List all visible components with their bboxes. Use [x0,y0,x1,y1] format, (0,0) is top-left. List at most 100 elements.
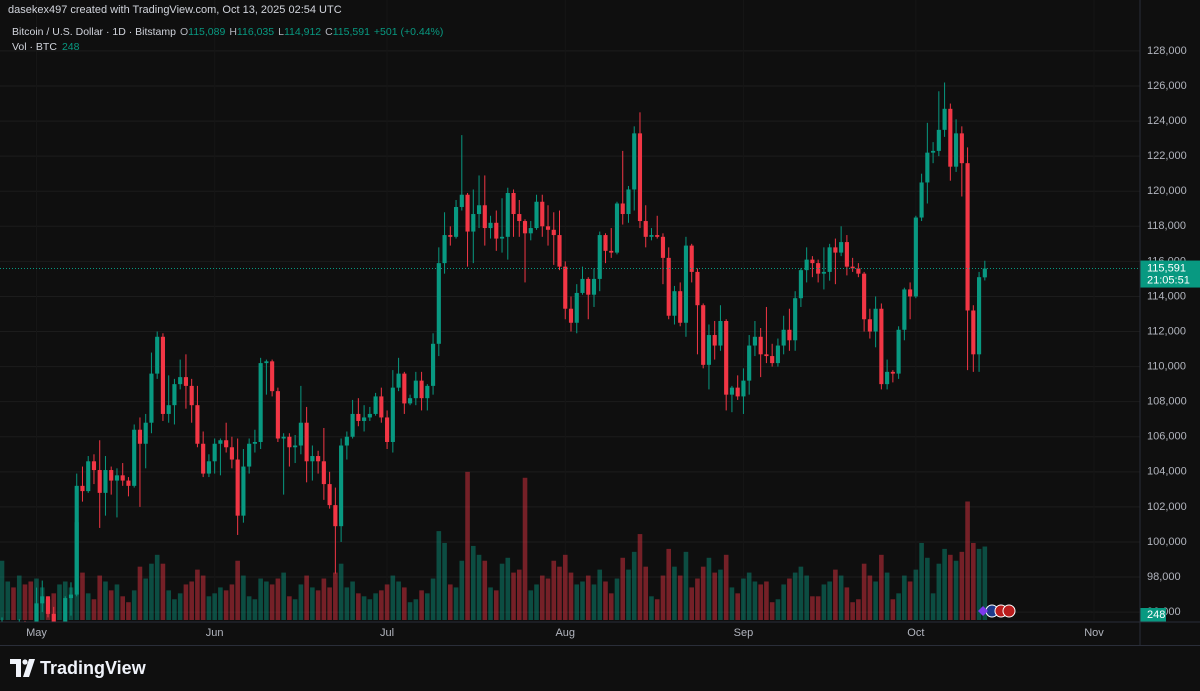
y-tick-label: 106,000 [1147,431,1187,443]
volume-bar [810,596,815,620]
candle-body [954,133,959,167]
x-tick-label: Jul [380,627,394,639]
candle-body [45,596,51,614]
candle-body [563,266,568,309]
volume-bar [689,587,695,620]
volume-bar [735,593,740,620]
candle-body [706,335,712,365]
candle-body [172,384,177,406]
volume-bar [177,593,183,620]
event-icon[interactable] [1002,604,1016,618]
volume-bar [591,584,597,620]
volume-bar [930,593,936,620]
volume-bar [57,584,62,620]
volume-bar [149,563,154,620]
candle-body [321,461,326,485]
candle-body [609,250,614,253]
candle-body [189,385,194,406]
volume-bar [643,566,649,620]
candle-body [63,598,68,622]
candle-body [614,203,620,253]
volume-bar [580,581,585,620]
volume-bar [189,581,194,620]
candle-body [327,484,332,506]
volume-bar [516,569,522,620]
volume-bar [448,584,453,620]
volume-bar [539,575,545,620]
candle-body [747,345,752,381]
volume-bar [350,581,355,620]
legend-change: +501 (+0.44%) [373,26,444,38]
candle-body [155,336,160,374]
volume-bar [16,575,22,620]
volume-bar [160,563,166,620]
y-tick-label: 114,000 [1147,290,1186,302]
volume-bar [373,593,378,620]
candle-body [637,133,643,222]
volume-bar [476,554,482,620]
candle-body [591,278,597,295]
candle-body [160,336,166,414]
volume-bar [884,572,890,620]
logo-icon [10,659,35,677]
volume-bar [723,554,729,620]
volume-bar [206,596,212,620]
candle-body [91,461,97,471]
candle-body [195,405,200,444]
candle-body [287,436,292,448]
candle-body [816,263,821,274]
volume-bar [637,534,643,620]
volume-bar [982,546,988,620]
candle-body [839,242,844,253]
candle-body [17,630,21,645]
volume-tag [1140,608,1166,622]
y-tick-label: 108,000 [1147,396,1187,408]
candle-body [68,594,74,599]
candle-body [534,201,539,229]
volume-bar [384,584,390,620]
candle-body [632,133,637,190]
volume-bar [103,581,108,620]
volume-title: Vol · BTC [12,41,57,53]
volume-bar [419,590,424,620]
volume-bar [218,587,223,620]
volume-bar [252,599,258,620]
volume-bar [718,569,723,620]
volume-bar [11,587,16,620]
legend-key: C [325,26,333,38]
candle-body [827,247,832,272]
candle-body [775,345,780,364]
volume-bar [804,575,809,620]
volume-bar [367,599,373,620]
y-tick-label: 100,000 [1147,536,1187,548]
candle-body [11,635,15,645]
volume-bar [154,554,160,620]
volume-bar [976,548,982,620]
volume-bar [246,596,252,620]
candle-body [735,387,740,397]
legend-value: 115,591 [332,26,370,38]
candle-body [867,319,872,332]
legend-value: 116,035 [236,26,275,38]
y-tick-label: 128,000 [1147,45,1187,57]
candle-body [683,245,689,323]
footer: TradingView [0,645,1200,691]
event-icon[interactable] [978,606,988,616]
last-price-label: 115,591 [1147,262,1186,274]
candle-body [568,308,574,323]
volume-bar [764,581,769,620]
volume-bar [493,590,499,620]
candle-body [316,456,321,462]
y-tick-label: 110,000 [1147,361,1186,373]
candle-body [551,229,556,236]
volume-bar [304,575,309,620]
candle-body [34,603,39,622]
last-price-tag [1140,260,1200,288]
volume-bar [948,554,953,620]
volume-bar [361,596,367,620]
candle-body [660,236,666,258]
candle-body [235,459,240,516]
candle-body [298,422,303,446]
candle-body [476,205,482,215]
volume-bar [649,596,654,620]
